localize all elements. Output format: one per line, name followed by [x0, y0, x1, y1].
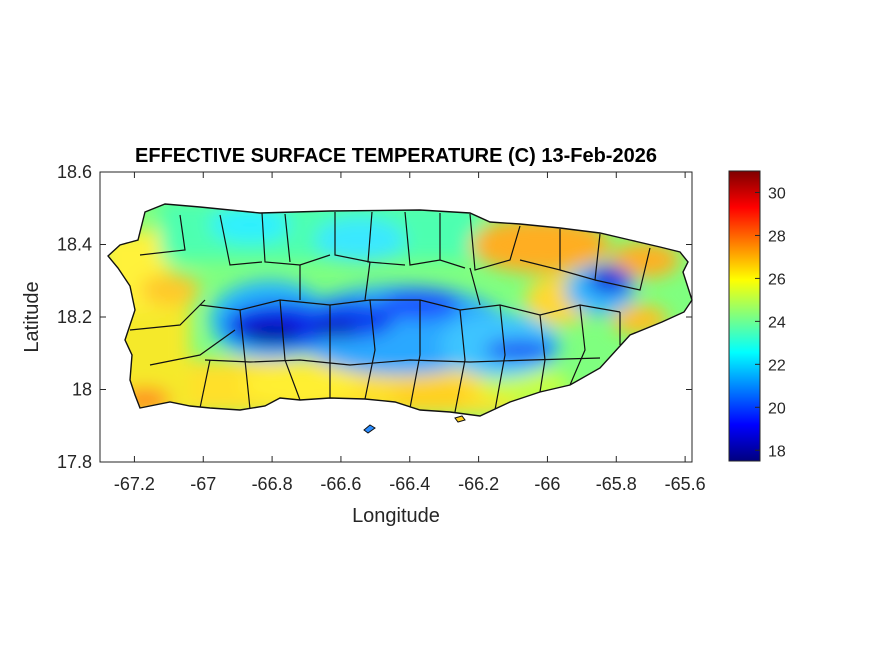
y-tick-label: 18	[72, 380, 92, 400]
colorbar-tick-label: 18	[768, 443, 786, 460]
caja-de-muertos-island	[363, 424, 376, 434]
y-axis-ticks: 17.8 18 18.2 18.4 18.6	[57, 162, 692, 472]
small-cay	[454, 415, 466, 423]
y-tick-label: 18.2	[57, 307, 92, 327]
y-tick-label: 18.4	[57, 235, 92, 255]
colorbar-tick-label: 26	[768, 271, 786, 288]
y-tick-label: 18.6	[57, 162, 92, 182]
colorbar-tick-label: 20	[768, 400, 786, 417]
x-tick-label: -65.8	[596, 474, 637, 494]
colorbar-gradient	[728, 170, 761, 462]
plot-title: EFFECTIVE SURFACE TEMPERATURE (C) 13-Feb…	[135, 145, 657, 167]
x-tick-label: -65.6	[665, 474, 706, 494]
x-tick-label: -66.6	[320, 474, 361, 494]
municipal-boundaries	[129, 211, 651, 413]
colorbar-tick-label: 24	[768, 314, 786, 331]
x-tick-label: -66.2	[458, 474, 499, 494]
x-axis-ticks: -67.2 -67 -66.8 -66.6 -66.4 -66.2 -66 -65.8 -65.…	[114, 172, 706, 494]
colorbar-tick-label: 30	[768, 185, 786, 202]
x-tick-label: -66.4	[389, 474, 430, 494]
colorbar-ticks: 18 20 22 24 26 28 30	[755, 185, 786, 460]
y-axis-label: Latitude	[21, 281, 43, 352]
x-tick-label: -67	[190, 474, 216, 494]
x-tick-label: -67.2	[114, 474, 155, 494]
colorbar-tick-label: 22	[768, 357, 786, 374]
x-tick-label: -66	[534, 474, 560, 494]
x-tick-label: -66.8	[252, 474, 293, 494]
colorbar: 18 20 22 24 26 28 30	[728, 170, 786, 462]
x-axis-label: Longitude	[352, 505, 440, 527]
colorbar-tick-label: 28	[768, 228, 786, 245]
y-tick-label: 17.8	[57, 452, 92, 472]
